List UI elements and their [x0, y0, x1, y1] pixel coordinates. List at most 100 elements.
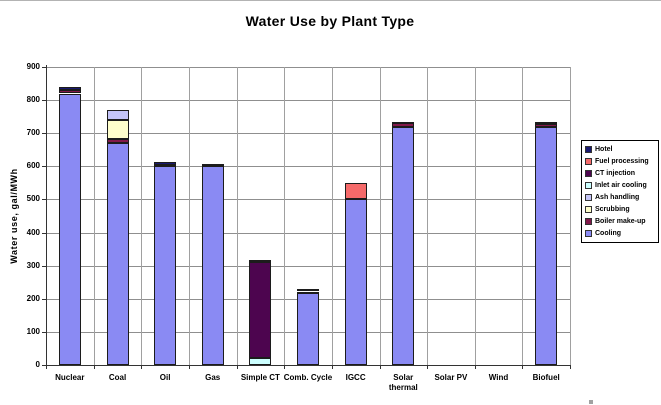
x-tick: [188, 365, 190, 369]
x-tick: [379, 365, 381, 369]
h-gridline: [46, 133, 570, 135]
category-label: Solar PV: [434, 373, 468, 382]
legend-swatch-icon: [585, 182, 592, 189]
v-gridline: [188, 67, 190, 365]
x-tick: [46, 365, 47, 369]
v-gridline: [379, 67, 381, 365]
bar-segment-boiler-make-up: [535, 124, 558, 128]
bar-segment-hotel: [58, 86, 81, 91]
y-tick: [42, 232, 46, 234]
category-label: IGCC: [345, 373, 366, 382]
bar-segment-hotel: [392, 121, 415, 124]
x-tick: [522, 365, 524, 369]
y-tick: [42, 265, 46, 267]
y-tick-label: 700: [26, 128, 40, 138]
y-tick: [42, 100, 46, 102]
x-tick: [474, 365, 476, 369]
y-axis-title: Water use, gal/MWh: [9, 168, 19, 264]
legend-swatch-icon: [585, 146, 592, 153]
h-gridline: [46, 265, 570, 267]
y-tick-label: 0: [35, 360, 40, 369]
category-label: Solar thermal: [388, 373, 418, 392]
bar-segment-cooling: [392, 126, 415, 365]
y-tick-label: 900: [26, 62, 40, 71]
h-gridline: [46, 232, 570, 234]
legend-label: Scrubbing: [595, 206, 630, 213]
legend-swatch-icon: [585, 170, 592, 177]
chart-title: Water Use by Plant Type: [245, 13, 415, 29]
y-tick-label: 800: [26, 95, 40, 105]
bar-segment-inlet-air-cooling: [297, 291, 319, 294]
legend-label: Fuel processing: [595, 158, 649, 165]
bar-segment-inlet-air-cooling: [249, 358, 272, 365]
h-gridline: [46, 199, 570, 201]
legend-label: Ash handling: [595, 194, 640, 201]
legend-label: Inlet air cooling: [595, 182, 647, 189]
bar-segment-fuel-processing: [344, 182, 367, 200]
category-label: Nuclear: [55, 373, 85, 382]
bar-segment-boiler-make-up: [106, 138, 129, 144]
y-tick: [42, 298, 46, 300]
v-gridline: [141, 67, 143, 365]
legend-label: Cooling: [595, 230, 622, 237]
x-axis-line: [45, 365, 570, 366]
legend-swatch-icon: [585, 218, 592, 225]
y-tick: [42, 133, 46, 135]
x-tick: [141, 365, 143, 369]
bar-segment-cooling: [106, 143, 129, 365]
bar-segment-cooling: [344, 199, 367, 365]
category-label: Simple CT: [240, 373, 280, 382]
category-label: Oil: [159, 373, 171, 382]
legend: Hotel Fuel processing CT injection Inlet ai…: [581, 140, 659, 243]
legend-label: CT injection: [595, 170, 636, 177]
bar-segment-hotel: [154, 162, 177, 165]
legend-item: Hotel: [585, 146, 655, 153]
bar-segment-boiler-make-up: [201, 163, 224, 167]
v-gridline: [522, 67, 524, 365]
legend-label: Hotel: [595, 146, 613, 153]
bar-segment-boiler-make-up: [392, 123, 415, 127]
category-label: Biofuel: [532, 373, 560, 382]
y-tick: [42, 199, 46, 201]
v-gridline: [284, 67, 286, 365]
x-tick: [284, 365, 286, 369]
v-gridline: [93, 67, 95, 365]
h-gridline: [46, 166, 570, 168]
y-tick: [42, 331, 46, 333]
h-gridline: [46, 100, 570, 102]
y-tick-label: 200: [26, 293, 40, 303]
category-label: Coal: [108, 373, 127, 382]
x-tick: [570, 365, 571, 369]
stray-mark: [589, 400, 593, 404]
v-gridline: [570, 67, 571, 365]
bar-segment-ash-handling: [106, 110, 129, 120]
x-tick: [331, 365, 333, 369]
bar-segment-cooling: [297, 292, 319, 365]
legend-item: CT injection: [585, 170, 655, 177]
v-gridline: [331, 67, 333, 365]
y-tick-label: 600: [26, 161, 40, 171]
y-tick-label: 100: [26, 326, 40, 336]
bar-segment-cooling: [535, 127, 558, 365]
legend-swatch-icon: [585, 158, 592, 165]
y-tick-label: 300: [26, 260, 40, 270]
bar-segment-hotel: [535, 121, 558, 124]
bar-segment-hotel: [297, 288, 319, 292]
bar-segment-boiler-make-up: [58, 90, 81, 94]
bar-segment-scrubbing: [106, 120, 129, 139]
legend-item: Ash handling: [585, 194, 655, 201]
y-tick: [42, 365, 46, 366]
legend-label: Boiler make-up: [595, 218, 646, 225]
category-label: Wind: [488, 373, 509, 382]
bar-segment-cooling: [201, 166, 224, 365]
top-border: [0, 0, 661, 1]
v-gridline: [427, 67, 429, 365]
bar-segment-cooling: [58, 93, 81, 365]
x-tick: [93, 365, 95, 369]
legend-item: Fuel processing: [585, 158, 655, 165]
bar-segment-hotel: [249, 260, 272, 263]
x-tick: [427, 365, 429, 369]
bar-segment-ct-injection: [249, 262, 272, 359]
h-gridline: [46, 67, 570, 68]
